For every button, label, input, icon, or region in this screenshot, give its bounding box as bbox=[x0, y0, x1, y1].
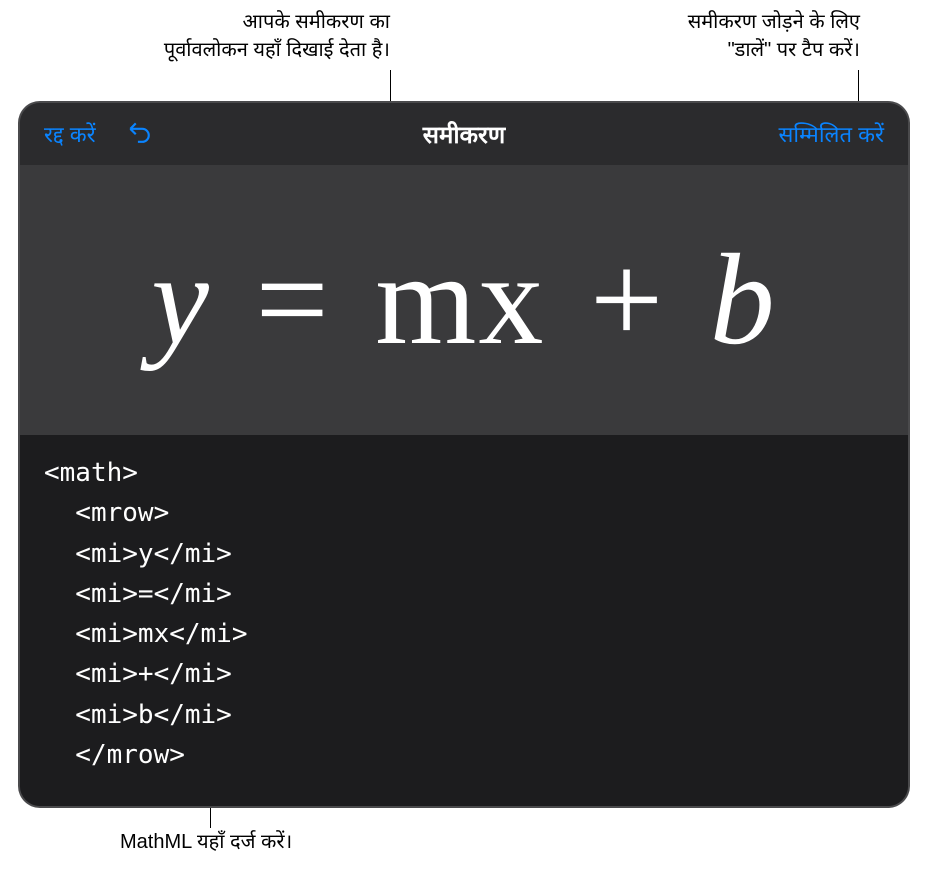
cancel-button[interactable]: रद्द करें bbox=[44, 119, 96, 149]
eq-plus: + bbox=[580, 228, 675, 372]
callout-preview-text: आपके समीकरण का पूर्वावलोकन यहाँ दिखाई दे… bbox=[70, 8, 390, 64]
callout-mathml: MathML यहाँ दर्ज करें। bbox=[120, 828, 420, 856]
toolbar: रद्द करें समीकरण सम्मिलित करें bbox=[20, 103, 908, 165]
undo-button[interactable] bbox=[124, 119, 154, 149]
eq-b: b bbox=[710, 228, 777, 372]
undo-icon bbox=[126, 118, 152, 150]
mathml-input[interactable]: <math> <mrow> <mi>y</mi> <mi>=</mi> <mi>… bbox=[20, 435, 908, 806]
toolbar-title: समीकरण bbox=[423, 118, 505, 151]
eq-y: y bbox=[151, 228, 211, 372]
callout-mathml-text: MathML यहाँ दर्ज करें। bbox=[120, 831, 292, 853]
callout-preview: आपके समीकरण का पूर्वावलोकन यहाँ दिखाई दे… bbox=[70, 8, 390, 64]
equation-preview: y = mx + b bbox=[20, 165, 908, 435]
insert-button[interactable]: सम्मिलित करें bbox=[779, 119, 884, 149]
eq-equals: = bbox=[245, 228, 340, 372]
equation-render: y = mx + b bbox=[151, 225, 776, 375]
eq-mx: mx bbox=[375, 228, 545, 372]
callout-insert: समीकरण जोड़ने के लिए "डालें" पर टैप करें… bbox=[550, 8, 860, 64]
callout-insert-text: समीकरण जोड़ने के लिए "डालें" पर टैप करें… bbox=[550, 8, 860, 64]
equation-editor-window: रद्द करें समीकरण सम्मिलित करें y = mx + … bbox=[20, 103, 908, 806]
